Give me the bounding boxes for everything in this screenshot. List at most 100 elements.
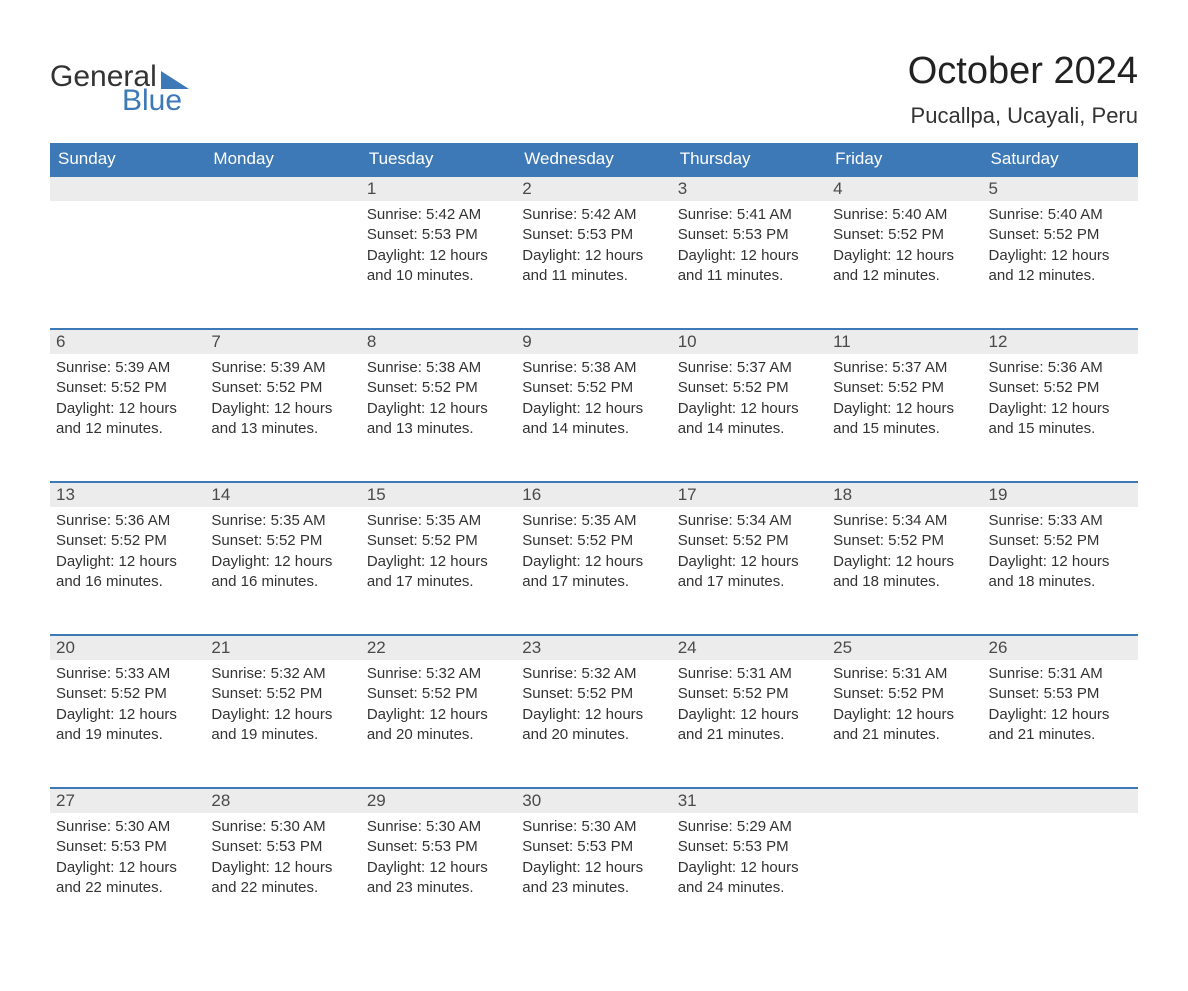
daylight-line: Daylight: 12 hours and 14 minutes. [522, 399, 665, 440]
brand-word-2: Blue [122, 86, 189, 116]
day-number-cell: 15 [361, 482, 516, 507]
day-cell: Sunrise: 5:31 AMSunset: 5:52 PMDaylight:… [672, 660, 827, 788]
empty-day-cell [827, 813, 982, 941]
empty-day-cell [205, 201, 360, 329]
sunrise-line: Sunrise: 5:34 AM [833, 511, 976, 531]
sunset-line: Sunset: 5:53 PM [211, 837, 354, 857]
sunrise-line: Sunrise: 5:29 AM [678, 817, 821, 837]
sunset-line: Sunset: 5:52 PM [211, 684, 354, 704]
day-number-cell: 3 [672, 176, 827, 201]
sunrise-line: Sunrise: 5:40 AM [833, 205, 976, 225]
sunset-line: Sunset: 5:52 PM [56, 531, 199, 551]
day-number-cell: 16 [516, 482, 671, 507]
daylight-line: Daylight: 12 hours and 19 minutes. [56, 705, 199, 746]
day-content: Sunrise: 5:35 AMSunset: 5:52 PMDaylight:… [205, 507, 360, 592]
day-content: Sunrise: 5:38 AMSunset: 5:52 PMDaylight:… [516, 354, 671, 439]
sunset-line: Sunset: 5:52 PM [833, 531, 976, 551]
day-number-cell: 28 [205, 788, 360, 813]
sunrise-line: Sunrise: 5:31 AM [833, 664, 976, 684]
day-content: Sunrise: 5:32 AMSunset: 5:52 PMDaylight:… [516, 660, 671, 745]
day-cell: Sunrise: 5:30 AMSunset: 5:53 PMDaylight:… [361, 813, 516, 941]
day-cell: Sunrise: 5:42 AMSunset: 5:53 PMDaylight:… [516, 201, 671, 329]
daylight-line: Daylight: 12 hours and 22 minutes. [211, 858, 354, 899]
sunset-line: Sunset: 5:52 PM [989, 378, 1132, 398]
day-cell: Sunrise: 5:38 AMSunset: 5:52 PMDaylight:… [516, 354, 671, 482]
empty-day-cell [983, 813, 1138, 941]
blank [827, 813, 982, 941]
day-number-cell: 6 [50, 329, 205, 354]
sunrise-line: Sunrise: 5:35 AM [211, 511, 354, 531]
daylight-line: Daylight: 12 hours and 17 minutes. [678, 552, 821, 593]
day-cell: Sunrise: 5:33 AMSunset: 5:52 PMDaylight:… [983, 507, 1138, 635]
brand-logo: General Blue [50, 50, 189, 116]
daylight-line: Daylight: 12 hours and 24 minutes. [678, 858, 821, 899]
day-cell: Sunrise: 5:34 AMSunset: 5:52 PMDaylight:… [672, 507, 827, 635]
sunset-line: Sunset: 5:52 PM [367, 378, 510, 398]
day-number-cell: 2 [516, 176, 671, 201]
day-number-row: 20212223242526 [50, 635, 1138, 660]
day-content: Sunrise: 5:31 AMSunset: 5:52 PMDaylight:… [827, 660, 982, 745]
day-content: Sunrise: 5:39 AMSunset: 5:52 PMDaylight:… [205, 354, 360, 439]
sunrise-line: Sunrise: 5:34 AM [678, 511, 821, 531]
day-cell: Sunrise: 5:42 AMSunset: 5:53 PMDaylight:… [361, 201, 516, 329]
calendar-table: SundayMondayTuesdayWednesdayThursdayFrid… [50, 143, 1138, 941]
day-content: Sunrise: 5:30 AMSunset: 5:53 PMDaylight:… [361, 813, 516, 898]
daylight-line: Daylight: 12 hours and 11 minutes. [678, 246, 821, 287]
daylight-line: Daylight: 12 hours and 15 minutes. [833, 399, 976, 440]
sunrise-line: Sunrise: 5:36 AM [989, 358, 1132, 378]
day-number-cell: 18 [827, 482, 982, 507]
sunrise-line: Sunrise: 5:30 AM [56, 817, 199, 837]
day-content: Sunrise: 5:42 AMSunset: 5:53 PMDaylight:… [516, 201, 671, 286]
day-content: Sunrise: 5:42 AMSunset: 5:53 PMDaylight:… [361, 201, 516, 286]
day-cell: Sunrise: 5:37 AMSunset: 5:52 PMDaylight:… [827, 354, 982, 482]
day-number-cell: 24 [672, 635, 827, 660]
blank [205, 201, 360, 328]
day-number-cell: 5 [983, 176, 1138, 201]
sunrise-line: Sunrise: 5:30 AM [522, 817, 665, 837]
sunrise-line: Sunrise: 5:35 AM [522, 511, 665, 531]
day-content: Sunrise: 5:35 AMSunset: 5:52 PMDaylight:… [361, 507, 516, 592]
empty-day-number-cell [50, 176, 205, 201]
page-title: October 2024 [908, 50, 1138, 93]
sunrise-line: Sunrise: 5:33 AM [989, 511, 1132, 531]
day-cell: Sunrise: 5:39 AMSunset: 5:52 PMDaylight:… [50, 354, 205, 482]
weekday-header: Monday [205, 143, 360, 176]
sunrise-line: Sunrise: 5:37 AM [678, 358, 821, 378]
daylight-line: Daylight: 12 hours and 23 minutes. [367, 858, 510, 899]
sunrise-line: Sunrise: 5:31 AM [678, 664, 821, 684]
day-content: Sunrise: 5:38 AMSunset: 5:52 PMDaylight:… [361, 354, 516, 439]
day-cell: Sunrise: 5:35 AMSunset: 5:52 PMDaylight:… [205, 507, 360, 635]
daylight-line: Daylight: 12 hours and 12 minutes. [56, 399, 199, 440]
day-content: Sunrise: 5:30 AMSunset: 5:53 PMDaylight:… [516, 813, 671, 898]
day-content: Sunrise: 5:39 AMSunset: 5:52 PMDaylight:… [50, 354, 205, 439]
day-number-cell: 13 [50, 482, 205, 507]
day-number-cell: 8 [361, 329, 516, 354]
day-content: Sunrise: 5:29 AMSunset: 5:53 PMDaylight:… [672, 813, 827, 898]
day-content: Sunrise: 5:30 AMSunset: 5:53 PMDaylight:… [50, 813, 205, 898]
sunrise-line: Sunrise: 5:33 AM [56, 664, 199, 684]
sunrise-line: Sunrise: 5:41 AM [678, 205, 821, 225]
day-number-cell: 31 [672, 788, 827, 813]
day-cell: Sunrise: 5:32 AMSunset: 5:52 PMDaylight:… [205, 660, 360, 788]
day-content: Sunrise: 5:30 AMSunset: 5:53 PMDaylight:… [205, 813, 360, 898]
sunrise-line: Sunrise: 5:42 AM [522, 205, 665, 225]
day-cell: Sunrise: 5:38 AMSunset: 5:52 PMDaylight:… [361, 354, 516, 482]
sunrise-line: Sunrise: 5:32 AM [367, 664, 510, 684]
sunset-line: Sunset: 5:52 PM [56, 684, 199, 704]
day-cell: Sunrise: 5:33 AMSunset: 5:52 PMDaylight:… [50, 660, 205, 788]
day-number-cell: 11 [827, 329, 982, 354]
sunrise-line: Sunrise: 5:39 AM [211, 358, 354, 378]
day-number-cell: 27 [50, 788, 205, 813]
sunrise-line: Sunrise: 5:31 AM [989, 664, 1132, 684]
day-content: Sunrise: 5:41 AMSunset: 5:53 PMDaylight:… [672, 201, 827, 286]
sunset-line: Sunset: 5:52 PM [522, 378, 665, 398]
day-number-cell: 26 [983, 635, 1138, 660]
sunset-line: Sunset: 5:52 PM [56, 378, 199, 398]
sunset-line: Sunset: 5:52 PM [833, 684, 976, 704]
day-content: Sunrise: 5:32 AMSunset: 5:52 PMDaylight:… [361, 660, 516, 745]
sunset-line: Sunset: 5:53 PM [56, 837, 199, 857]
day-number-cell: 30 [516, 788, 671, 813]
daylight-line: Daylight: 12 hours and 21 minutes. [989, 705, 1132, 746]
day-content-row: Sunrise: 5:42 AMSunset: 5:53 PMDaylight:… [50, 201, 1138, 329]
sunrise-line: Sunrise: 5:38 AM [522, 358, 665, 378]
